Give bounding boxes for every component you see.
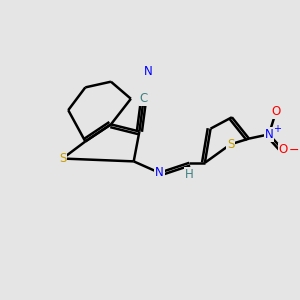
Text: O: O <box>278 143 288 157</box>
Text: −: − <box>289 143 299 157</box>
Text: H: H <box>185 168 194 181</box>
Text: N: N <box>155 166 164 179</box>
Text: N: N <box>265 128 273 141</box>
Text: +: + <box>273 124 281 134</box>
Text: S: S <box>59 152 66 165</box>
Text: N: N <box>144 65 152 78</box>
Text: S: S <box>227 138 234 151</box>
Text: C: C <box>140 92 148 105</box>
Text: O: O <box>272 105 280 118</box>
